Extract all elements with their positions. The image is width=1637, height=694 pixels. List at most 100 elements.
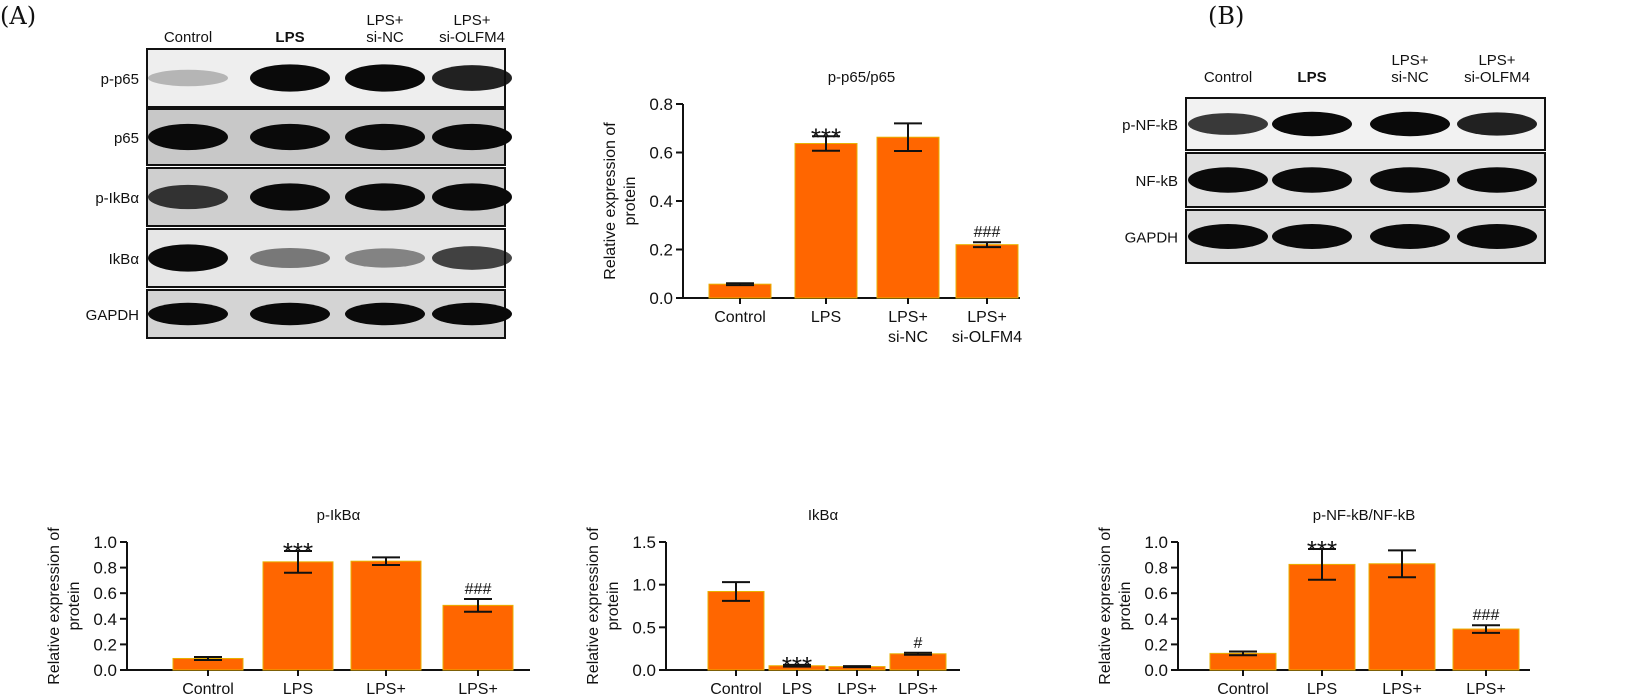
protein-band <box>345 302 425 326</box>
blot-row-label: NF-kB <box>1136 173 1179 190</box>
protein-band <box>345 183 425 211</box>
lane-label: Control <box>164 29 212 46</box>
y-tick-label: 0.8 <box>649 95 673 114</box>
y-axis-label: protein <box>605 582 622 631</box>
panel-label-a: (A) <box>0 2 37 30</box>
significance-label: *** <box>283 537 313 567</box>
chart-title: p-IkBα <box>317 507 361 524</box>
y-tick-label: 1.0 <box>632 576 656 595</box>
lane-label: LPS+ <box>453 12 490 29</box>
lane-label: LPS <box>275 29 304 46</box>
bar <box>1368 563 1436 671</box>
y-tick-label: 0.6 <box>93 584 117 603</box>
protein-band <box>432 246 512 270</box>
protein-band <box>148 69 228 87</box>
lane-label: si-NC <box>366 29 404 46</box>
y-tick-label: 0.4 <box>93 610 117 629</box>
y-tick-label: 0.2 <box>1144 635 1168 654</box>
y-tick-label: 0.6 <box>1144 584 1168 603</box>
chart-title: IkBα <box>808 507 839 524</box>
bar <box>794 143 858 299</box>
lane-label: si-OLFM4 <box>1464 69 1530 86</box>
y-tick-label: 1.5 <box>632 533 656 552</box>
bar <box>955 244 1019 299</box>
y-axis-label: protein <box>66 582 83 631</box>
x-tick-label: LPS+ <box>837 681 877 694</box>
protein-band <box>1370 224 1450 249</box>
significance-label: ### <box>1473 607 1500 624</box>
protein-band <box>1188 113 1268 135</box>
protein-band <box>432 183 512 211</box>
y-tick-label: 0.8 <box>93 559 117 578</box>
panel-label-b: (B) <box>1208 2 1245 30</box>
blot-row-label: p-p65 <box>101 71 139 88</box>
protein-band <box>250 302 330 326</box>
x-tick-label: si-NC <box>888 329 928 346</box>
bar <box>708 283 772 299</box>
protein-band <box>345 64 425 92</box>
y-axis-label: Relative expression of <box>46 527 63 685</box>
lane-label: LPS+ <box>1478 52 1515 69</box>
protein-band <box>1457 224 1537 249</box>
bar <box>262 561 334 671</box>
protein-band <box>432 123 512 151</box>
protein-band <box>148 123 228 151</box>
lane-label: si-NC <box>1391 69 1429 86</box>
bar <box>442 604 514 671</box>
y-tick-label: 0.5 <box>632 618 656 637</box>
bar <box>876 136 940 299</box>
bar <box>889 653 947 671</box>
blot-row-label: p-IkBα <box>95 190 139 207</box>
y-axis-label: Relative expression of <box>585 527 602 685</box>
blot-row-label: p-NF-kB <box>1122 117 1178 134</box>
protein-band <box>250 183 330 211</box>
protein-band <box>1272 224 1352 249</box>
protein-band <box>250 247 330 269</box>
x-tick-label: si-OLFM4 <box>952 329 1022 346</box>
significance-label: *** <box>782 651 812 681</box>
protein-band <box>1188 224 1268 249</box>
y-tick-label: 0.4 <box>649 192 673 211</box>
x-tick-label: LPS+ <box>967 309 1007 326</box>
y-tick-label: 0.2 <box>649 241 673 260</box>
x-tick-label: LPS+ <box>458 681 498 694</box>
lane-label: LPS <box>1297 69 1326 86</box>
protein-band <box>1272 111 1352 137</box>
protein-band <box>432 65 512 91</box>
y-tick-label: 1.0 <box>1144 533 1168 552</box>
blot-row-label: p65 <box>114 130 139 147</box>
x-tick-label: LPS+ <box>1466 681 1506 694</box>
x-tick-label: Control <box>710 681 762 694</box>
chart-title: p-NF-kB/NF-kB <box>1313 507 1416 524</box>
y-tick-label: 0.4 <box>1144 610 1168 629</box>
y-tick-label: 1.0 <box>93 533 117 552</box>
y-tick-label: 0.6 <box>649 144 673 163</box>
y-tick-label: 0.0 <box>632 661 656 680</box>
y-tick-label: 0.8 <box>1144 559 1168 578</box>
x-tick-label: LPS <box>811 309 841 326</box>
x-tick-label: LPS <box>1307 681 1337 694</box>
protein-band <box>1457 112 1537 136</box>
x-tick-label: LPS+ <box>898 681 938 694</box>
lane-label: Control <box>1204 69 1252 86</box>
y-tick-label: 0.0 <box>649 289 673 308</box>
blot-row-label: IkBα <box>109 251 140 268</box>
protein-band <box>1370 111 1450 137</box>
significance-label: ### <box>974 224 1001 241</box>
y-tick-label: 0.0 <box>93 661 117 680</box>
y-axis-label: Relative expression of <box>1097 527 1114 685</box>
protein-band <box>345 248 425 268</box>
protein-band <box>148 302 228 326</box>
protein-band <box>1457 167 1537 193</box>
protein-band <box>250 123 330 151</box>
x-tick-label: LPS+ <box>366 681 406 694</box>
protein-band <box>148 244 228 272</box>
y-axis-label: protein <box>622 177 639 226</box>
protein-band <box>250 64 330 92</box>
y-axis-label: protein <box>1117 582 1134 631</box>
protein-band <box>432 302 512 326</box>
lane-label: LPS+ <box>1391 52 1428 69</box>
significance-label: *** <box>811 122 841 152</box>
bar <box>707 590 765 671</box>
